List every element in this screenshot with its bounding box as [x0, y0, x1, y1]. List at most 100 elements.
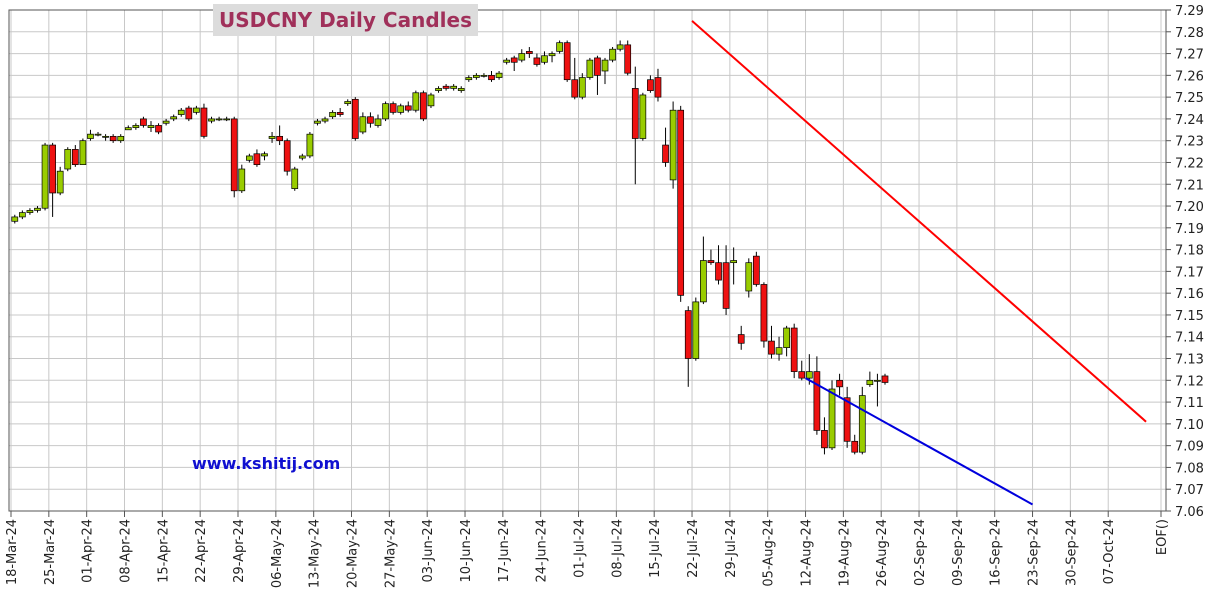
x-tick-label: 18-Mar-24	[5, 519, 20, 585]
candle	[177, 108, 185, 117]
candle-body-up	[11, 216, 19, 222]
candle-body-up	[64, 149, 72, 170]
candle	[230, 116, 238, 198]
candle	[752, 251, 760, 287]
candle-body-down	[283, 140, 291, 172]
candle-body-down	[851, 440, 859, 453]
candle	[19, 210, 26, 220]
candle-body-up	[329, 112, 336, 118]
x-tick-label: 22-Apr-24	[194, 519, 209, 583]
watermark-text[interactable]: www.kshitij.com	[192, 454, 340, 473]
candle-body-up	[457, 88, 465, 91]
candle-body-up	[465, 77, 473, 81]
candle-body-up	[124, 127, 132, 131]
candle	[821, 417, 828, 455]
candle	[480, 73, 488, 78]
candle	[238, 164, 246, 193]
candle-body-down	[155, 125, 162, 133]
y-tick-label: 7.29	[1175, 4, 1204, 19]
candle	[64, 147, 72, 172]
candle	[609, 47, 616, 63]
candle-body-up	[321, 118, 329, 122]
candles	[11, 40, 889, 455]
candle	[49, 142, 56, 217]
x-tick-label: 15-Jul-24	[648, 519, 663, 578]
candle	[601, 57, 609, 85]
candle	[329, 110, 336, 119]
candle-body-down	[389, 103, 397, 113]
candle-body-up	[503, 59, 510, 63]
candle	[457, 86, 465, 93]
candle-body-down	[571, 79, 579, 98]
candle	[34, 206, 41, 213]
candle	[631, 66, 639, 185]
candle	[102, 134, 109, 141]
candle	[790, 323, 798, 379]
candle	[344, 99, 352, 106]
candle-body-up	[382, 103, 389, 120]
y-tick-label: 7.08	[1175, 461, 1204, 476]
candle	[261, 151, 268, 161]
x-tick-label: 20-May-24	[346, 519, 361, 588]
candle-body-up	[427, 94, 435, 107]
candle-body-up	[805, 371, 813, 379]
candle	[858, 386, 866, 455]
candle-body-up	[306, 133, 314, 157]
plot-area-frame	[8, 9, 1167, 512]
x-tick-label: 05-Aug-24	[762, 519, 777, 587]
candle	[124, 125, 132, 131]
candle-body-up	[291, 168, 299, 189]
candle-body-up	[94, 133, 102, 136]
candle	[185, 105, 193, 122]
candle-body-down	[230, 118, 238, 192]
candle	[397, 103, 405, 115]
candle	[291, 166, 299, 191]
candle-body-up	[359, 116, 367, 133]
x-axis-ticks: 18-Mar-24 25-Mar-24 01-Apr-24 08-Apr-24 15-A…	[5, 511, 1170, 588]
candle	[162, 118, 170, 126]
candle-body-down	[351, 98, 359, 139]
candle-body-up	[170, 116, 178, 120]
candle-body-up	[162, 120, 170, 124]
y-tick-label: 7.28	[1175, 26, 1204, 41]
y-tick-label: 7.15	[1175, 309, 1204, 324]
y-tick-label: 7.23	[1175, 135, 1204, 150]
x-tick-label: 08-Apr-24	[119, 519, 134, 583]
candle	[404, 101, 412, 113]
candle-body-up	[102, 135, 109, 138]
y-tick-label: 7.16	[1175, 287, 1204, 302]
y-tick-label: 7.19	[1175, 222, 1204, 237]
x-tick-label: 07-Oct-24	[1102, 519, 1117, 584]
candle-body-down	[715, 262, 722, 281]
candle	[563, 40, 571, 82]
candle	[374, 114, 382, 128]
candle	[41, 142, 49, 211]
candle	[836, 373, 843, 396]
candle-body-up	[34, 207, 41, 211]
candle-body-up	[745, 262, 753, 292]
y-tick-label: 7.21	[1175, 178, 1204, 193]
y-tick-label: 7.13	[1175, 353, 1204, 368]
candle-body-up	[132, 125, 140, 128]
candle-body-down	[821, 430, 828, 449]
candle-body-down	[654, 77, 662, 98]
candle-body-down	[798, 371, 806, 379]
candle-body-down	[677, 109, 685, 296]
candle-body-up	[223, 118, 231, 121]
candle	[760, 282, 768, 348]
candle-body-down	[594, 57, 601, 76]
candle	[359, 112, 367, 135]
chart-title-background	[213, 4, 478, 36]
candle-body-down	[760, 284, 768, 342]
candle-body-up	[578, 77, 586, 98]
x-tick-label: 16-Sep-24	[989, 519, 1004, 586]
candle	[94, 131, 102, 137]
candle	[109, 134, 117, 143]
candle-body-down	[420, 92, 427, 120]
candle	[700, 236, 707, 305]
candle	[647, 75, 654, 93]
x-tick-label: 25-Mar-24	[43, 519, 58, 585]
candle-body-down	[71, 149, 79, 166]
candle	[427, 92, 435, 109]
